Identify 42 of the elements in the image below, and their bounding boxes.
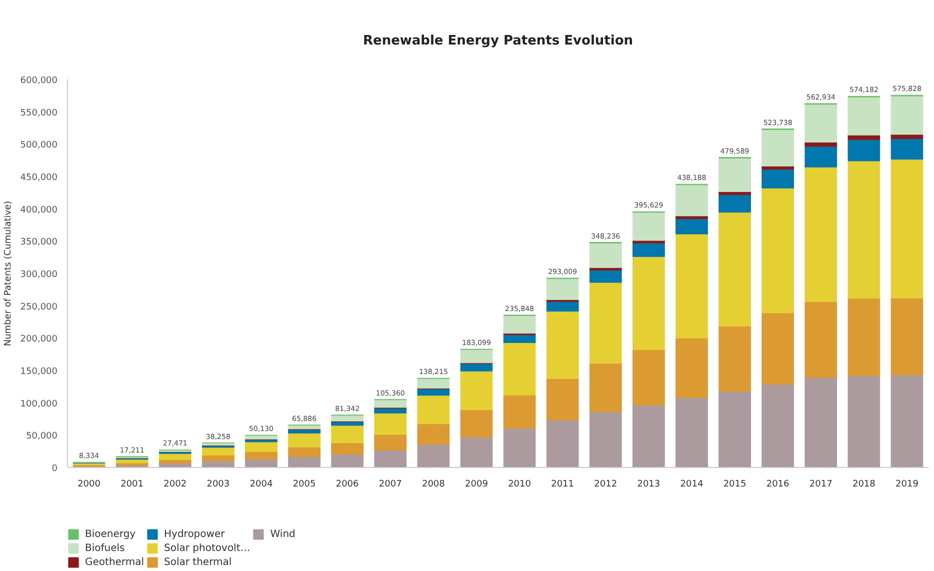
x-tick-label: 2013 [637,480,660,490]
x-tick-label: 2011 [551,480,574,490]
y-tick-label: 300,000 [20,270,58,280]
legend-label: Wind [270,528,296,540]
y-tick-label: 100,000 [20,399,58,410]
x-tick-label: 2010 [508,480,532,490]
y-tick-label: 400,000 [20,205,58,216]
x-tick-label: 2009 [465,480,488,490]
legend-label: Bioenergy [85,528,136,540]
x-tick-label: 2017 [809,480,832,490]
x-tick-label: 2001 [120,480,144,490]
legend-label: Solar photovolt… [164,542,250,554]
x-tick-label: 2012 [594,480,618,490]
x-tick-label: 2002 [164,480,187,490]
x-tick-label: 2006 [336,480,360,490]
x-tick-label: 2004 [250,480,273,490]
y-tick-label: 600,000 [20,76,58,86]
y-tick-label: 350,000 [20,238,58,248]
y-axis-title: Number of Patents (Cumulative) [3,200,14,346]
y-tick-label: 450,000 [20,173,58,183]
y-tick-label: 50,000 [26,432,58,442]
y-tick-label: 200,000 [20,334,58,345]
x-tick-label: 2016 [766,480,790,490]
y-tick-label: 0 [52,464,58,474]
x-tick-label: 2014 [680,480,704,490]
y-tick-label: 500,000 [20,140,58,151]
legend-label: Hydropower [164,528,225,540]
x-tick-label: 2007 [378,480,402,490]
x-tick-label: 2003 [206,480,230,490]
x-tick-label: 2019 [896,480,919,490]
legend-label: Solar thermal [164,556,232,568]
y-tick-label: 150,000 [20,367,58,377]
x-tick-label: 2008 [422,480,446,490]
y-tick-label: 250,000 [20,302,58,312]
x-tick-label: 2015 [723,480,746,490]
x-tick-label: 2000 [78,480,101,490]
x-tick-label: 2005 [292,480,316,490]
y-tick-label: 550,000 [20,108,58,118]
x-tick-label: 2018 [852,480,876,490]
legend-label: Geothermal [85,556,144,568]
legend-label: Biofuels [85,542,125,554]
chart-title: Renewable Energy Patents Evolution [362,34,634,48]
